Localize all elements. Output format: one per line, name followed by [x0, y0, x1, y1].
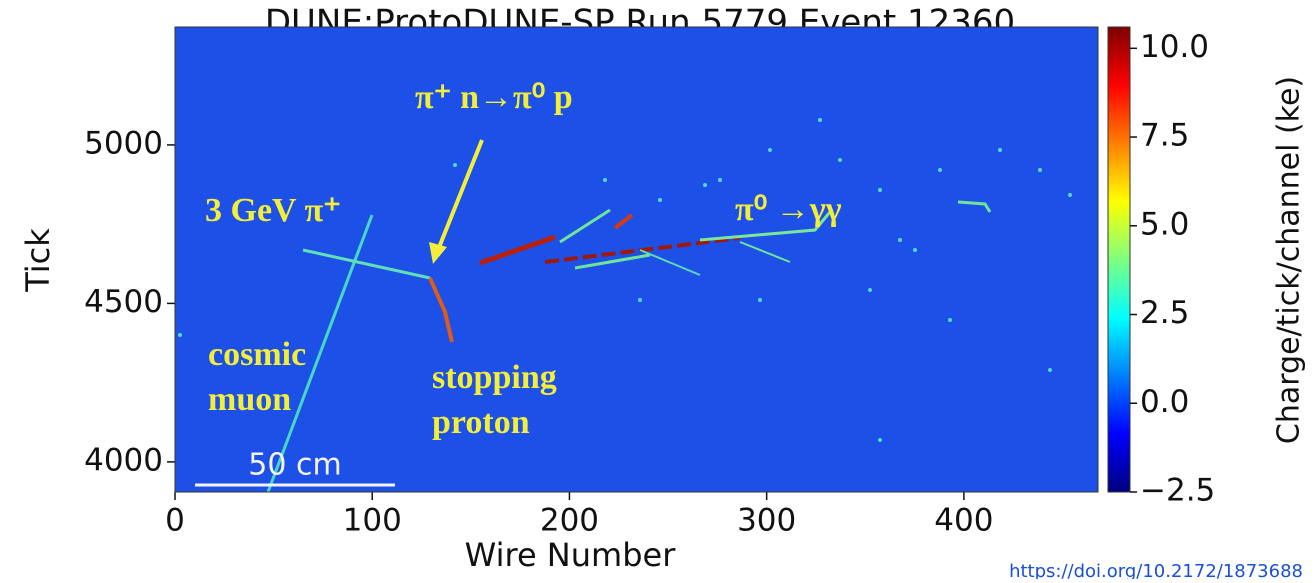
x-tick-label: 400 — [934, 503, 993, 539]
x-axis-title: Wire Number — [465, 536, 677, 574]
x-tick-label: 0 — [165, 503, 185, 539]
annotation: proton — [432, 404, 530, 441]
arrow-head — [429, 242, 447, 264]
colorbar-tick-label: 0.0 — [1140, 384, 1189, 420]
shower — [739, 241, 791, 263]
annotation: cosmic — [208, 336, 306, 373]
x-tick-label: 200 — [540, 503, 599, 539]
shower — [574, 253, 651, 270]
shower — [613, 213, 634, 230]
track — [957, 200, 992, 213]
heatmap-background — [175, 27, 1098, 492]
proton-track — [428, 277, 454, 343]
colorbar — [1107, 26, 1131, 493]
scale-label: 50 cm — [248, 448, 341, 483]
y-tick-label: 4500 — [84, 284, 163, 320]
annotation: π⁰ →γγ — [735, 191, 842, 228]
colorbar-tick-label: −2.5 — [1140, 473, 1215, 509]
source-link[interactable]: https://doi.org/10.2172/1873688 — [1009, 561, 1303, 582]
y-tick-label: 5000 — [84, 125, 163, 161]
annotation: stopping — [432, 359, 557, 396]
y-tick-label: 4000 — [84, 442, 163, 478]
shower — [639, 249, 701, 276]
colorbar-title: Charge/tick/channel (ke) — [1272, 76, 1307, 444]
shower — [479, 234, 556, 266]
x-tick-label: 100 — [343, 503, 402, 539]
annotation: 3 GeV π⁺ — [205, 192, 341, 229]
x-tick-label: 300 — [737, 503, 796, 539]
colorbar-tick-label: 2.5 — [1140, 295, 1189, 331]
arrow — [436, 139, 484, 251]
annotation: π⁺ n→π⁰ p — [415, 79, 573, 116]
tracks — [178, 118, 1072, 492]
colorbar-tick-label: 7.5 — [1140, 118, 1189, 154]
pion-track — [302, 248, 431, 280]
colorbar-tick-label: 5.0 — [1140, 206, 1189, 242]
hits — [178, 118, 1072, 442]
y-axis-title: Tick — [19, 228, 57, 293]
plot-frame — [174, 26, 1099, 493]
shower — [559, 208, 611, 244]
annotation: muon — [208, 381, 291, 418]
colorbar-tick-label: 10.0 — [1140, 29, 1209, 65]
shower — [699, 211, 832, 242]
